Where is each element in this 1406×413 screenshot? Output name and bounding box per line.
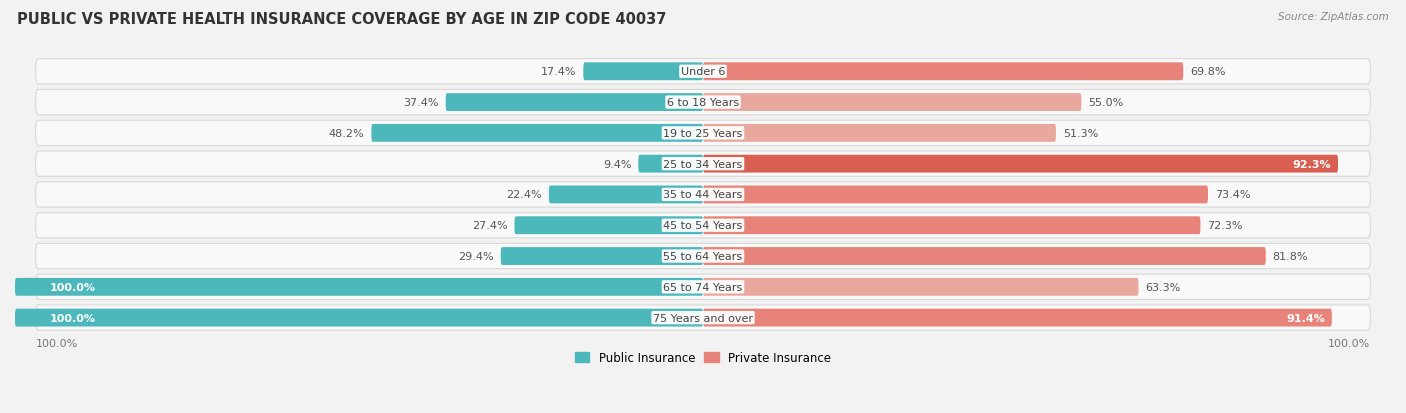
FancyBboxPatch shape (501, 247, 703, 265)
Text: 51.3%: 51.3% (1063, 128, 1098, 138)
Text: 69.8%: 69.8% (1189, 67, 1226, 77)
FancyBboxPatch shape (35, 213, 1371, 238)
Text: 92.3%: 92.3% (1292, 159, 1331, 169)
FancyBboxPatch shape (703, 155, 1339, 173)
FancyBboxPatch shape (35, 305, 1371, 330)
FancyBboxPatch shape (35, 152, 1371, 177)
Text: 22.4%: 22.4% (506, 190, 541, 200)
FancyBboxPatch shape (703, 186, 1208, 204)
FancyBboxPatch shape (703, 94, 1081, 112)
Text: 100.0%: 100.0% (49, 282, 96, 292)
FancyBboxPatch shape (703, 278, 1139, 296)
FancyBboxPatch shape (35, 244, 1371, 269)
Text: 19 to 25 Years: 19 to 25 Years (664, 128, 742, 138)
FancyBboxPatch shape (446, 94, 703, 112)
FancyBboxPatch shape (548, 186, 703, 204)
FancyBboxPatch shape (35, 121, 1371, 146)
FancyBboxPatch shape (371, 125, 703, 142)
FancyBboxPatch shape (35, 59, 1371, 85)
Text: Source: ZipAtlas.com: Source: ZipAtlas.com (1278, 12, 1389, 22)
FancyBboxPatch shape (35, 183, 1371, 208)
Text: 9.4%: 9.4% (603, 159, 631, 169)
Text: 6 to 18 Years: 6 to 18 Years (666, 98, 740, 108)
Text: 27.4%: 27.4% (472, 221, 508, 231)
Text: 81.8%: 81.8% (1272, 252, 1308, 261)
FancyBboxPatch shape (583, 63, 703, 81)
Text: 91.4%: 91.4% (1286, 313, 1324, 323)
FancyBboxPatch shape (703, 63, 1184, 81)
Text: 73.4%: 73.4% (1215, 190, 1250, 200)
Text: 29.4%: 29.4% (458, 252, 494, 261)
Text: 55.0%: 55.0% (1088, 98, 1123, 108)
Text: 65 to 74 Years: 65 to 74 Years (664, 282, 742, 292)
Text: 45 to 54 Years: 45 to 54 Years (664, 221, 742, 231)
Text: 72.3%: 72.3% (1208, 221, 1243, 231)
Text: 17.4%: 17.4% (541, 67, 576, 77)
FancyBboxPatch shape (638, 155, 703, 173)
Text: 100.0%: 100.0% (1329, 338, 1371, 348)
FancyBboxPatch shape (703, 247, 1265, 265)
Text: 48.2%: 48.2% (329, 128, 364, 138)
Text: 100.0%: 100.0% (35, 338, 77, 348)
Text: 25 to 34 Years: 25 to 34 Years (664, 159, 742, 169)
Text: 35 to 44 Years: 35 to 44 Years (664, 190, 742, 200)
FancyBboxPatch shape (703, 309, 1331, 327)
Text: Under 6: Under 6 (681, 67, 725, 77)
Text: 63.3%: 63.3% (1146, 282, 1181, 292)
Text: 100.0%: 100.0% (49, 313, 96, 323)
FancyBboxPatch shape (15, 278, 703, 296)
FancyBboxPatch shape (703, 217, 1201, 235)
FancyBboxPatch shape (35, 90, 1371, 115)
Text: PUBLIC VS PRIVATE HEALTH INSURANCE COVERAGE BY AGE IN ZIP CODE 40037: PUBLIC VS PRIVATE HEALTH INSURANCE COVER… (17, 12, 666, 27)
Text: 37.4%: 37.4% (404, 98, 439, 108)
FancyBboxPatch shape (15, 309, 703, 327)
FancyBboxPatch shape (703, 125, 1056, 142)
FancyBboxPatch shape (515, 217, 703, 235)
Legend: Public Insurance, Private Insurance: Public Insurance, Private Insurance (571, 347, 835, 369)
Text: 75 Years and over: 75 Years and over (652, 313, 754, 323)
Text: 55 to 64 Years: 55 to 64 Years (664, 252, 742, 261)
FancyBboxPatch shape (35, 275, 1371, 300)
